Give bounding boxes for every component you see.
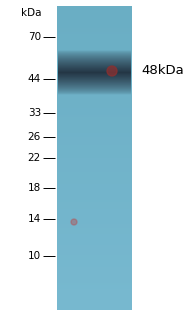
Text: 14: 14 (28, 214, 41, 224)
Circle shape (71, 219, 77, 225)
Text: 44: 44 (28, 74, 41, 84)
Text: 33: 33 (28, 108, 41, 118)
Text: 26: 26 (28, 132, 41, 142)
Circle shape (107, 66, 117, 76)
Text: 70: 70 (28, 32, 41, 42)
Text: kDa: kDa (22, 8, 42, 18)
Text: 48kDa: 48kDa (141, 65, 184, 77)
Text: 10: 10 (28, 251, 41, 261)
Text: 18: 18 (28, 183, 41, 193)
Text: 22: 22 (28, 153, 41, 163)
